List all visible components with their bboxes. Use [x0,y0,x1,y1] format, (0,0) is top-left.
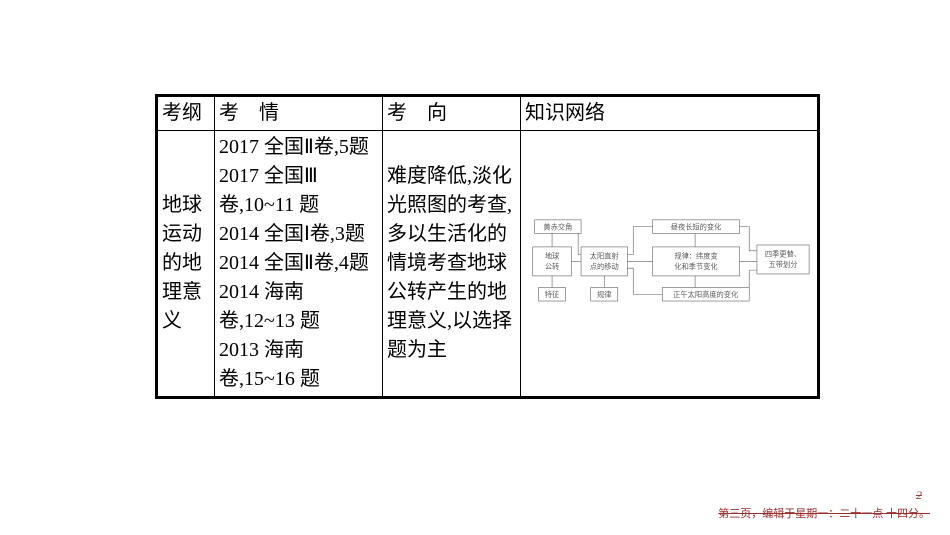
cell-exam: 2017 全国Ⅱ卷,5题 2017 全国Ⅲ卷,10~11 题 2014 全国Ⅰ卷… [215,131,383,398]
node-features: 特征 [545,290,559,299]
exam-item: 2014 全国Ⅰ卷,3题 [219,220,378,249]
node-seasons-l2: 五带划分 [769,260,798,269]
node-seasons-l1: 四季更替、 [765,249,801,258]
header-trend: 考 向 [383,96,521,131]
cell-outline: 地球运动的地理意义 [157,131,215,398]
node-obliquity: 黄赤交角 [543,222,572,231]
node-revolution-l2: 公转 [545,262,559,271]
exam-item: 2014 全国Ⅱ卷,4题 [219,249,378,278]
exam-item: 2017 全国Ⅱ卷,5题 [219,133,378,162]
exam-item: 2017 全国Ⅲ卷,10~11 题 [219,162,378,220]
node-latseason-l2: 化和季节变化 [674,262,717,271]
page-number: 2 [916,488,922,503]
node-revolution-l1: 地球 [545,251,560,260]
exam-item: 2014 海南卷,12~13 题 [219,278,378,336]
cell-network: 黄赤交角 地球 公转 太阳直射 点的移动 特征 规律 昼夜长短的变化 规律：纬度… [521,131,819,398]
footer-note: 第三页，编辑于星期一：二十一点 十四分。 [718,505,930,521]
syllabus-table: 考纲 考 情 考 向 知识网络 地球运动的地理意义 2017 全国Ⅱ卷,5题 2… [155,94,820,399]
exam-item: 2013 海南卷,15~16 题 [219,336,378,394]
node-noonsun: 正午太阳高度的变化 [673,290,738,299]
header-exam: 考 情 [215,96,383,131]
node-subsolar-l2: 点的移动 [590,262,619,271]
node-law: 规律 [597,290,611,299]
cell-trend: 难度降低,淡化光照图的考查,多以生活化的情境考查地球公转产生的地理意义,以选择题… [383,131,521,398]
knowledge-network-diagram: 黄赤交角 地球 公转 太阳直射 点的移动 特征 规律 昼夜长短的变化 规律：纬度… [525,187,813,332]
table-row: 地球运动的地理意义 2017 全国Ⅱ卷,5题 2017 全国Ⅲ卷,10~11 题… [157,131,819,398]
node-daylength: 昼夜长短的变化 [671,222,722,231]
node-subsolar-l1: 太阳直射 [590,251,619,260]
node-latseason-l1: 规律：纬度变 [674,251,717,260]
header-network: 知识网络 [521,96,819,131]
slide: 考纲 考 情 考 向 知识网络 地球运动的地理意义 2017 全国Ⅱ卷,5题 2… [0,0,950,535]
header-outline: 考纲 [157,96,215,131]
table-header-row: 考纲 考 情 考 向 知识网络 [157,96,819,131]
